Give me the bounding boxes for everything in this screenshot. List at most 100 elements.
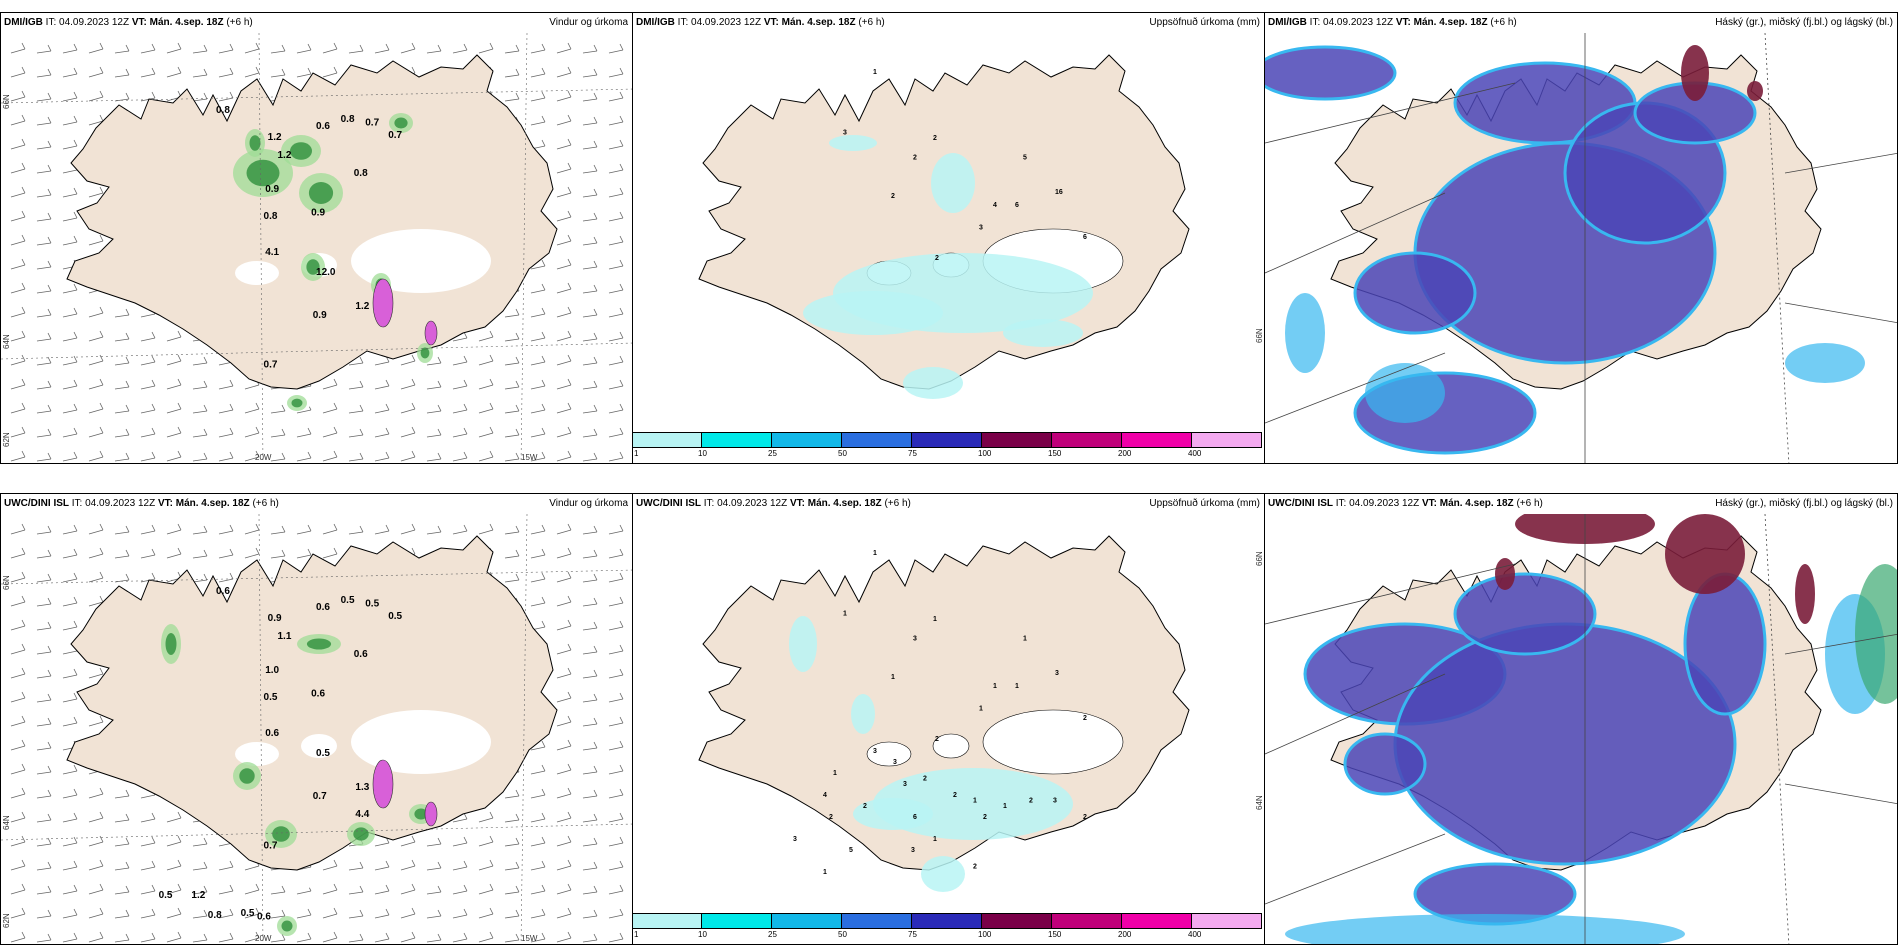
wind-barb [36, 531, 52, 535]
wind-barb-feather [281, 452, 286, 460]
wind-barb-feather [203, 573, 208, 581]
wind-barb-feather [359, 525, 364, 533]
wind-barb-feather [125, 428, 130, 436]
wind-barb-feather [567, 739, 572, 747]
wind-barb [10, 769, 26, 775]
panel-title-bar: DMI/IGB IT: 04.09.2023 12Z VT: Mán. 4.se… [1265, 13, 1897, 33]
panel-title-bar: DMI/IGB IT: 04.09.2023 12Z VT: Mán. 4.se… [1, 13, 632, 33]
wind-barb [218, 457, 234, 462]
wind-barb-feather [255, 547, 260, 555]
wind-barb-feather [619, 764, 624, 772]
wind-barb [88, 408, 104, 414]
wind-barb-feather [73, 355, 78, 363]
wind-barb [36, 458, 52, 462]
wind-barb-feather [541, 764, 546, 772]
wind-barb-feather [125, 861, 130, 869]
precip-value-label: 0.6 [316, 602, 330, 613]
wind-barb-feather [489, 907, 494, 915]
accum-value-label: 1 [1023, 635, 1027, 642]
wind-barb [504, 314, 520, 318]
wind-barb [452, 409, 468, 414]
wind-barb-feather [619, 692, 624, 700]
model-name: UWC/DINI ISL [636, 498, 701, 509]
wind-barb [114, 458, 130, 462]
wind-barb [478, 889, 494, 895]
valid-time: Mán. 4.sep. 18Z [149, 17, 224, 28]
wind-barb-feather [541, 596, 546, 604]
wind-barb [582, 290, 598, 294]
wind-barb-feather [281, 428, 286, 436]
wind-barb-feather [619, 427, 624, 435]
wind-barb [556, 553, 572, 559]
wind-barb [530, 938, 546, 943]
wind-barb-feather [463, 355, 468, 363]
wind-barb-feather [99, 523, 104, 531]
wind-barb-feather [177, 931, 182, 939]
wind-barb-feather [359, 356, 364, 364]
it-label: IT: [677, 17, 689, 28]
wind-barb-feather [21, 547, 26, 555]
precip-value-label: 0.7 [313, 791, 327, 802]
wind-barb-feather [47, 861, 52, 869]
wind-barb-feather [177, 42, 182, 50]
wind-barb [530, 49, 546, 54]
wind-barb-feather [203, 452, 208, 460]
wind-barb [478, 841, 494, 847]
wind-barb [582, 819, 598, 823]
wind-barb [62, 241, 78, 246]
latitude-line [1, 569, 632, 585]
wind-barb-feather [567, 66, 572, 74]
wind-barb [36, 314, 52, 318]
wind-barb-feather [125, 356, 130, 364]
wind-barb [608, 722, 624, 727]
wind-barb-feather [99, 571, 104, 579]
wind-barb-feather [411, 523, 416, 531]
colorbar-swatch [842, 432, 912, 448]
precip-area-heavy [394, 117, 408, 129]
precip-value-label: 0.5 [264, 692, 278, 703]
wind-barb [452, 914, 468, 919]
colorbar-tick-label: 75 [908, 930, 917, 939]
wind-barb [36, 699, 52, 703]
wind-barb [556, 432, 572, 438]
wind-barb-feather [333, 931, 338, 939]
wind-barb-feather [411, 426, 416, 434]
wind-barb [244, 529, 260, 535]
wind-barb [582, 675, 598, 679]
wind-barb-feather [619, 524, 624, 532]
wind-barb [88, 360, 104, 366]
wind-barb [452, 49, 468, 54]
wind-barb-feather [515, 356, 520, 364]
wind-barb [556, 360, 572, 366]
wind-barb [374, 409, 390, 414]
wind-barb-feather [541, 427, 546, 435]
wind-barb [556, 192, 572, 198]
wind-barb-feather [73, 331, 78, 339]
wind-barb-feather [307, 932, 312, 940]
wind-barb [10, 649, 26, 655]
wind-barb-feather [73, 307, 78, 315]
wind-barb [10, 264, 26, 270]
panel-title-bar: UWC/DINI ISL IT: 04.09.2023 12Z VT: Mán.… [1265, 494, 1897, 514]
wind-barb [62, 674, 78, 679]
wind-barb-feather [125, 837, 130, 845]
wind-barb [608, 337, 624, 342]
wind-barb [478, 384, 494, 390]
wind-barb-feather [567, 883, 572, 891]
wind-barb [608, 938, 624, 943]
wind-barb-feather [307, 451, 312, 459]
wind-barb [140, 890, 156, 895]
wind-barb-feather [463, 451, 468, 459]
accum-value-label: 4 [823, 792, 827, 799]
wind-barb-feather [177, 859, 182, 867]
wind-barb [582, 266, 598, 270]
wind-barb-feather [47, 837, 52, 845]
latitude-line [1, 342, 632, 360]
wind-barb-feather [281, 68, 286, 76]
wind-barb-feather [619, 43, 624, 51]
wind-barb-feather [203, 837, 208, 845]
wind-barb-feather [203, 933, 208, 941]
wind-barb-feather [515, 861, 520, 869]
wind-barb-feather [99, 234, 104, 242]
grid-line [1265, 563, 1516, 625]
